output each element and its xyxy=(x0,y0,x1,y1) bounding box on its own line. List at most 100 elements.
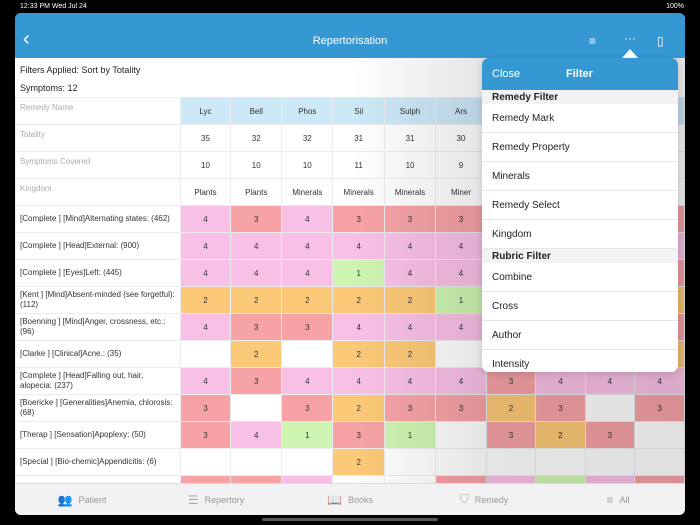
filter-item[interactable]: Cross xyxy=(482,292,678,321)
remedy-column-header[interactable]: Phos xyxy=(281,97,334,125)
grade-cell[interactable]: 3 xyxy=(332,421,385,449)
grade-cell[interactable]: 4 xyxy=(179,313,232,341)
grade-cell[interactable]: 3 xyxy=(535,394,586,422)
tab-books[interactable]: 📖 Books xyxy=(283,484,417,515)
grade-cell[interactable]: 3 xyxy=(435,394,487,422)
grade-cell[interactable]: 4 xyxy=(435,232,487,260)
grade-cell[interactable] xyxy=(435,340,487,368)
filter-item[interactable]: Remedy Mark xyxy=(482,104,678,133)
grade-cell[interactable]: 1 xyxy=(281,421,334,449)
grade-cell[interactable]: 2 xyxy=(281,286,334,314)
grade-cell[interactable] xyxy=(584,448,636,476)
grade-cell[interactable] xyxy=(383,448,437,476)
grade-cell[interactable]: 4 xyxy=(383,259,437,287)
grade-cell[interactable]: 1 xyxy=(435,286,487,314)
grade-cell[interactable]: 3 xyxy=(230,313,283,341)
rubric-label[interactable]: [Complete ] [Head]Falling out, hair, alo… xyxy=(15,367,181,395)
grade-cell[interactable]: 3 xyxy=(383,394,437,422)
filter-item[interactable]: Minerals xyxy=(482,162,678,191)
grade-cell[interactable] xyxy=(281,340,334,368)
more-icon[interactable]: ··· xyxy=(624,31,636,45)
grade-cell[interactable]: 3 xyxy=(281,394,334,422)
grade-cell[interactable] xyxy=(179,448,232,476)
tab-all[interactable]: ≡ All xyxy=(551,484,685,515)
grade-cell[interactable]: 2 xyxy=(383,340,437,368)
grade-cell[interactable]: 2 xyxy=(179,286,232,314)
filter-icon[interactable]: ≡ xyxy=(589,34,597,48)
clipboard-icon[interactable]: ▯ xyxy=(657,34,664,48)
rubric-label[interactable]: [Boenning ] [Mind]Anger, crossness, etc.… xyxy=(15,313,181,341)
grade-cell[interactable]: 4 xyxy=(179,232,232,260)
remedy-column-header[interactable]: Bell xyxy=(230,97,283,125)
filter-item[interactable]: Author xyxy=(482,321,678,350)
rubric-label[interactable]: [Therap ] [Sensation]Apoplexy: (50) xyxy=(15,421,181,449)
remedy-column-header[interactable]: Ars xyxy=(435,97,487,125)
grade-cell[interactable]: 4 xyxy=(281,259,334,287)
rubric-label[interactable]: [Clarke ] [Clinical]Acne.: (35) xyxy=(15,340,181,368)
tab-repertory[interactable]: ☰ Repertory xyxy=(149,484,283,515)
grade-cell[interactable] xyxy=(435,421,487,449)
grade-cell[interactable] xyxy=(535,448,586,476)
filter-item[interactable]: Remedy Property xyxy=(482,133,678,162)
grade-cell[interactable] xyxy=(281,448,334,476)
grade-cell[interactable]: 2 xyxy=(230,286,283,314)
grade-cell[interactable]: 4 xyxy=(179,259,232,287)
grade-cell[interactable]: 4 xyxy=(230,259,283,287)
grade-cell[interactable]: 4 xyxy=(383,313,437,341)
grade-cell[interactable]: 4 xyxy=(179,205,232,233)
close-button[interactable]: Close xyxy=(492,68,521,80)
grade-cell[interactable] xyxy=(584,394,636,422)
rubric-label[interactable]: [Kent ] [Mind]Absent-minded (see forgetf… xyxy=(15,286,181,314)
grade-cell[interactable]: 3 xyxy=(435,205,487,233)
grade-cell[interactable]: 4 xyxy=(281,232,334,260)
remedy-column-header[interactable]: Sulph xyxy=(383,97,437,125)
grade-cell[interactable]: 4 xyxy=(332,232,385,260)
grade-cell[interactable]: 4 xyxy=(281,205,334,233)
grade-cell[interactable]: 2 xyxy=(332,340,385,368)
grade-cell[interactable]: 4 xyxy=(383,232,437,260)
filter-item[interactable]: Remedy Select xyxy=(482,191,678,220)
grade-cell[interactable]: 3 xyxy=(179,421,232,449)
grade-cell[interactable]: 3 xyxy=(332,205,385,233)
filter-item[interactable]: Kingdom xyxy=(482,220,678,249)
grade-cell[interactable]: 3 xyxy=(230,205,283,233)
grade-cell[interactable]: 4 xyxy=(435,259,487,287)
tab-patient[interactable]: 👥 Patient xyxy=(15,484,149,515)
grade-cell[interactable]: 4 xyxy=(435,313,487,341)
remedy-column-header[interactable]: Sil xyxy=(332,97,385,125)
rubric-label[interactable]: [Complete ] [Head]External: (900) xyxy=(15,232,181,260)
grade-cell[interactable]: 3 xyxy=(281,313,334,341)
grade-cell[interactable]: 4 xyxy=(230,421,283,449)
tab-remedy[interactable]: ⛉ Remedy xyxy=(417,484,551,515)
grade-cell[interactable]: 4 xyxy=(383,367,437,395)
grade-cell[interactable]: 2 xyxy=(332,448,385,476)
grade-cell[interactable]: 3 xyxy=(383,205,437,233)
grade-cell[interactable]: 4 xyxy=(332,367,385,395)
grade-cell[interactable]: 2 xyxy=(485,394,537,422)
grade-cell[interactable] xyxy=(485,448,537,476)
grade-cell[interactable]: 3 xyxy=(634,394,685,422)
grade-cell[interactable]: 1 xyxy=(332,259,385,287)
grade-cell[interactable]: 3 xyxy=(485,421,537,449)
grade-cell[interactable]: 4 xyxy=(435,367,487,395)
back-button[interactable]: ‹ xyxy=(23,28,30,50)
filter-item[interactable]: Intensity xyxy=(482,350,678,372)
grade-cell[interactable]: 3 xyxy=(230,367,283,395)
grade-cell[interactable]: 4 xyxy=(179,367,232,395)
grade-cell[interactable]: 4 xyxy=(230,232,283,260)
grade-cell[interactable]: 2 xyxy=(383,286,437,314)
remedy-column-header[interactable]: Lyc xyxy=(179,97,232,125)
grade-cell[interactable] xyxy=(179,340,232,368)
rubric-label[interactable]: [Complete ] [Mind]Alternating states: (4… xyxy=(15,205,181,233)
grade-cell[interactable]: 2 xyxy=(230,340,283,368)
grade-cell[interactable]: 4 xyxy=(281,367,334,395)
grade-cell[interactable] xyxy=(435,448,487,476)
rubric-label[interactable]: [Special ] [Bio-chemic]Appendicitis: (6) xyxy=(15,448,181,476)
grade-cell[interactable]: 3 xyxy=(179,394,232,422)
rubric-label[interactable]: [Boericke ] [Generalities]Anemia, chloro… xyxy=(15,394,181,422)
grade-cell[interactable]: 3 xyxy=(584,421,636,449)
rubric-label[interactable]: [Complete ] [Eyes]Left: (445) xyxy=(15,259,181,287)
grade-cell[interactable] xyxy=(230,448,283,476)
grade-cell[interactable]: 4 xyxy=(332,313,385,341)
grade-cell[interactable]: 2 xyxy=(332,286,385,314)
